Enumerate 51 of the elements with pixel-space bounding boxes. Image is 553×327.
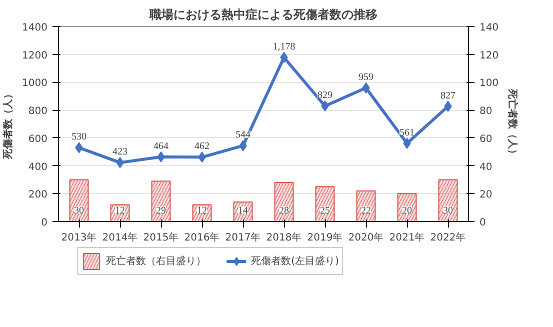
- data-label: 959: [358, 72, 374, 83]
- x-tick-label: 2019年: [307, 232, 343, 244]
- y2-tick-label: 40: [480, 162, 492, 173]
- data-label: 829: [318, 90, 332, 102]
- x-tick-label: 2022年: [430, 232, 466, 244]
- legend-label: 死傷者数(左目盛り): [251, 254, 339, 268]
- data-label: 12: [197, 206, 207, 216]
- data-label: 1,178: [272, 41, 296, 52]
- data-label: 561: [400, 127, 414, 138]
- y-tick-label: 200: [28, 190, 48, 201]
- y-tick-label: 600: [28, 134, 48, 145]
- y2-tick-label: 140: [480, 22, 499, 34]
- y-tick-label: 1200: [22, 50, 48, 62]
- data-label: 423: [112, 146, 128, 158]
- x-tick-label: 2017年: [225, 232, 261, 244]
- data-label: 29: [156, 206, 166, 216]
- x-tick-label: 2018年: [266, 232, 302, 244]
- legend-label: 死亡者数（右目盛り）: [106, 254, 206, 268]
- y-tick-label: 800: [28, 106, 48, 118]
- x-tick-label: 2015年: [143, 232, 179, 244]
- x-tick-label: 2021年: [389, 232, 425, 244]
- data-label: 827: [440, 90, 456, 102]
- data-label: 12: [115, 206, 125, 216]
- x-tick-label: 2020年: [348, 232, 384, 244]
- data-label: 14: [238, 206, 248, 216]
- data-label: 462: [194, 141, 210, 152]
- y-tick-label: 1000: [22, 78, 48, 90]
- data-label: 30: [74, 206, 84, 216]
- data-label: 30: [443, 206, 453, 216]
- y2-axis-title: 死亡者数（人）: [506, 88, 519, 159]
- data-label: 530: [72, 132, 86, 143]
- chart-title: 職場における熱中症による死傷者数の推移: [148, 8, 378, 22]
- x-tick-label: 2013年: [61, 232, 97, 244]
- y-axis-title: 死傷者数（人）: [2, 89, 14, 160]
- x-tick-label: 2014年: [102, 232, 138, 244]
- y2-tick-label: 120: [480, 50, 499, 62]
- y-tick-label: 0: [41, 218, 48, 228]
- y2-tick-label: 20: [480, 190, 492, 201]
- y2-tick-label: 60: [480, 134, 492, 145]
- data-label: 544: [236, 130, 250, 141]
- y-tick-label: 400: [28, 162, 48, 173]
- data-label: 464: [154, 140, 168, 152]
- x-tick-label: 2016年: [184, 232, 220, 244]
- data-label: 22: [361, 206, 371, 216]
- y2-tick-label: 80: [480, 106, 492, 118]
- y2-tick-label: 100: [480, 78, 499, 90]
- y-tick-label: 1400: [22, 22, 48, 34]
- y2-tick-label: 0: [480, 218, 486, 228]
- data-label: 28: [279, 206, 289, 216]
- data-label: 20: [402, 206, 412, 216]
- data-label: 25: [320, 206, 330, 216]
